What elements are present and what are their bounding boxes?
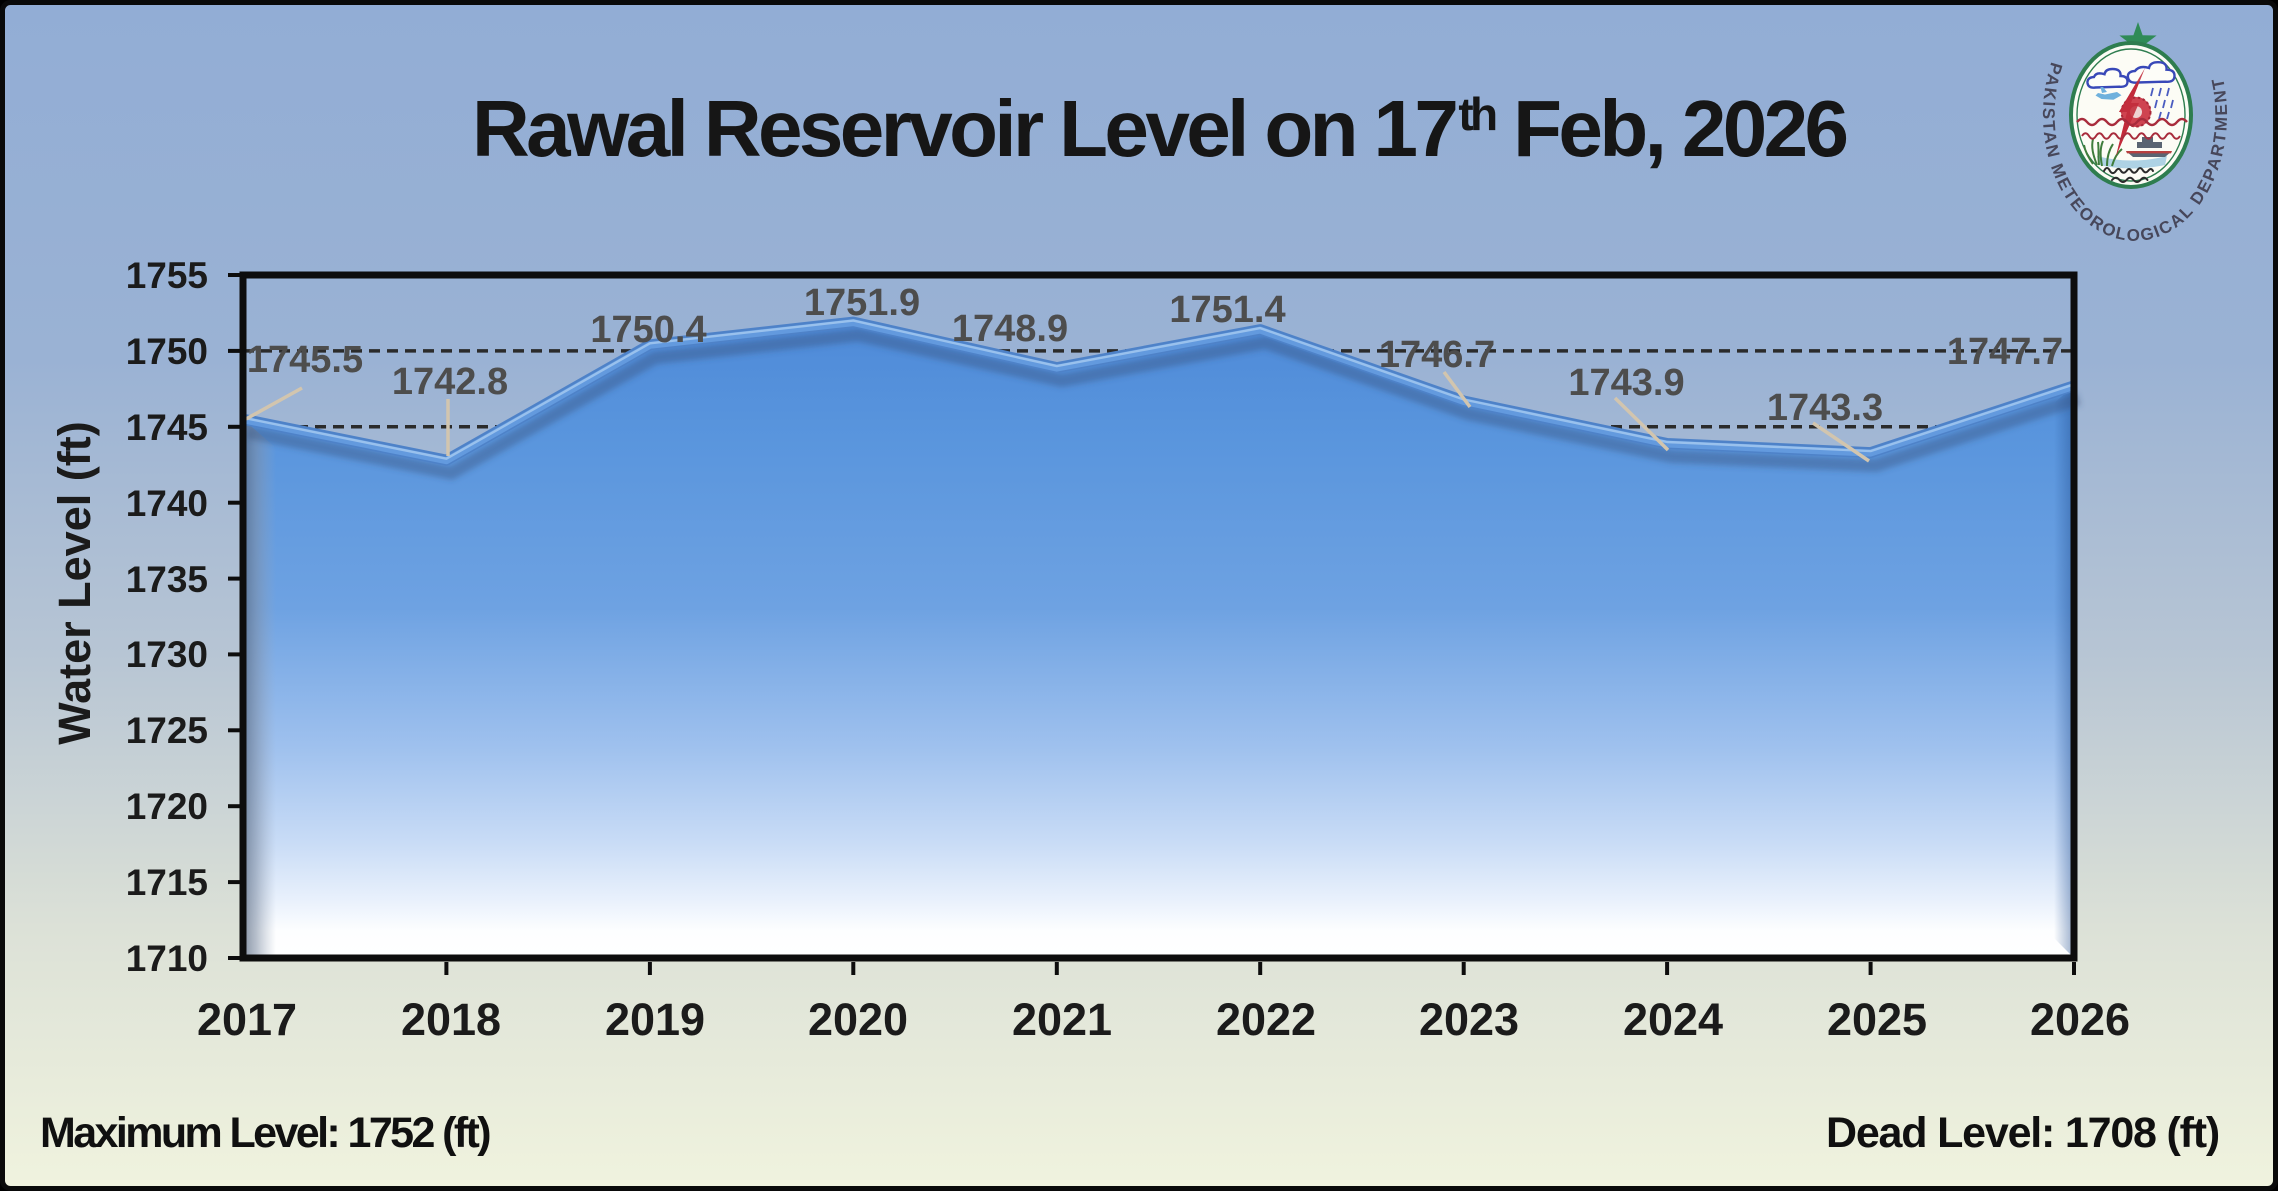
svg-text:1725: 1725 [126,710,208,751]
svg-text:1743.3: 1743.3 [1767,387,1883,429]
svg-text:1742.8: 1742.8 [392,361,508,403]
svg-text:1751.9: 1751.9 [804,282,920,324]
svg-text:1715: 1715 [126,862,208,903]
svg-text:2020: 2020 [808,994,908,1045]
svg-text:Dead Level: 1708 (ft): Dead Level: 1708 (ft) [1826,1109,2219,1157]
svg-text:1743.9: 1743.9 [1568,362,1684,404]
svg-text:1746.7: 1746.7 [1379,334,1495,376]
svg-text:1748.9: 1748.9 [952,308,1068,350]
svg-text:2025: 2025 [1827,994,1927,1045]
svg-text:2022: 2022 [1216,994,1316,1045]
svg-text:1750.4: 1750.4 [590,309,706,351]
svg-text:2018: 2018 [401,994,501,1045]
svg-text:2023: 2023 [1419,994,1519,1045]
svg-text:Maximum Level: 1752 (ft): Maximum Level: 1752 (ft) [40,1109,490,1157]
svg-text:Rawal Reservoir Level on 17th: Rawal Reservoir Level on 17th Feb, 2026 [472,84,1847,173]
svg-text:2026: 2026 [2030,994,2130,1045]
svg-text:1740: 1740 [126,483,208,524]
svg-text:1747.7: 1747.7 [1947,331,2063,373]
svg-text:1745.5: 1745.5 [247,339,363,381]
svg-text:1735: 1735 [126,559,208,600]
svg-text:2017: 2017 [197,994,297,1045]
svg-text:1751.4: 1751.4 [1169,289,1285,331]
svg-text:2019: 2019 [605,994,705,1045]
svg-text:Water Level (ft): Water Level (ft) [49,421,100,744]
svg-text:2021: 2021 [1012,994,1112,1045]
svg-text:1710: 1710 [126,938,208,979]
svg-text:1755: 1755 [126,255,208,296]
svg-text:1730: 1730 [126,634,208,675]
svg-text:1750: 1750 [126,331,208,372]
svg-text:1745: 1745 [126,407,208,448]
svg-text:2024: 2024 [1623,994,1723,1045]
svg-text:1720: 1720 [126,786,208,827]
